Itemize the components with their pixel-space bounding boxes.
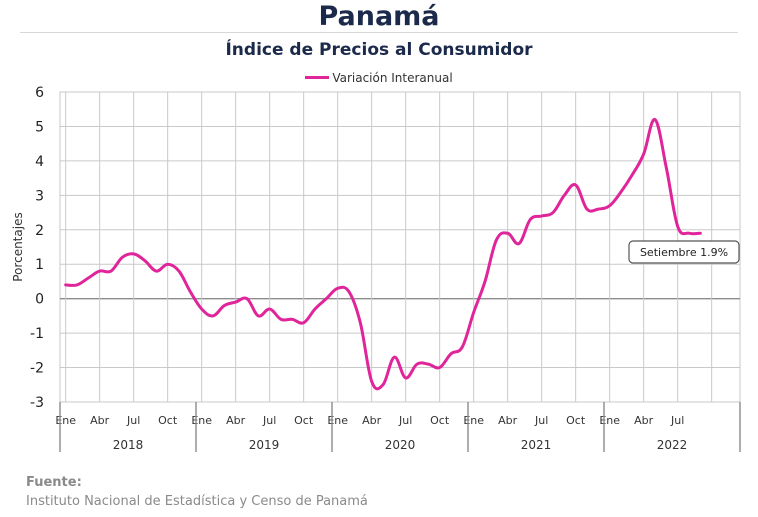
x-year-label: 2018 <box>113 438 144 452</box>
line-chart: 6 5 4 3 2 1 0 -1 -2 -3 Ene Abr Jul Oct 2018 Ene Abr Jul O… <box>11 85 741 452</box>
y-tick-label: 5 <box>35 119 44 135</box>
x-year-label: 2021 <box>521 438 552 452</box>
annotation-label: Setiembre 1.9% <box>640 246 728 259</box>
title-divider <box>20 32 738 33</box>
x-axis: Ene Abr Jul Oct 2018 Ene Abr Jul Oct 2019 Ene Abr Ju… <box>55 402 741 452</box>
x-tick-label: Jul <box>670 414 684 427</box>
x-tick-label: Ene <box>599 414 620 427</box>
x-year-label: 2019 <box>249 438 280 452</box>
x-tick-label: Jul <box>126 414 140 427</box>
x-tick-label: Jul <box>262 414 276 427</box>
y-tick-label: 0 <box>35 292 44 308</box>
series-line-variacion-interanual <box>64 118 702 391</box>
x-tick-label: Abr <box>634 414 654 427</box>
y-tick-label: -1 <box>30 326 44 342</box>
x-tick-label: Ene <box>463 414 484 427</box>
x-tick-label: Abr <box>90 414 110 427</box>
x-tick-label: Ene <box>55 414 76 427</box>
y-tick-label: -2 <box>30 361 44 377</box>
x-tick-label: Oct <box>294 414 314 427</box>
y-tick-label: 1 <box>35 257 44 273</box>
y-tick-label: -3 <box>30 395 44 411</box>
x-tick-label: Oct <box>430 414 450 427</box>
x-tick-label: Jul <box>398 414 412 427</box>
chart-subtitle: Índice de Precios al Consumidor <box>225 40 533 60</box>
annotation-layer: Setiembre 1.9% <box>628 240 740 264</box>
series-layer <box>64 118 702 391</box>
y-tick-label: 4 <box>35 154 44 170</box>
x-tick-label: Oct <box>566 414 586 427</box>
x-tick-label: Jul <box>534 414 548 427</box>
source-text: Instituto Nacional de Estadística y Cens… <box>26 494 368 509</box>
source-label: Fuente: <box>26 475 82 490</box>
x-tick-label: Abr <box>498 414 518 427</box>
x-tick-label: Abr <box>226 414 246 427</box>
y-axis-ticks: 6 5 4 3 2 1 0 -1 -2 -3 <box>30 85 44 411</box>
y-tick-label: 6 <box>35 85 44 101</box>
legend-label: Variación Interanual <box>332 71 453 85</box>
x-year-label: 2020 <box>385 438 416 452</box>
y-tick-label: 3 <box>35 188 44 204</box>
annotation-box <box>628 240 740 264</box>
x-year-label: 2022 <box>657 438 688 452</box>
legend-swatch <box>305 76 330 79</box>
x-tick-label: Ene <box>191 414 212 427</box>
chart-title: Panamá <box>318 1 440 32</box>
y-axis-label: Porcentajes <box>11 212 25 281</box>
y-tick-label: 2 <box>35 223 44 239</box>
x-tick-label: Ene <box>327 414 348 427</box>
legend: Variación Interanual <box>0 71 758 85</box>
x-tick-label: Abr <box>362 414 382 427</box>
x-tick-label: Oct <box>158 414 178 427</box>
